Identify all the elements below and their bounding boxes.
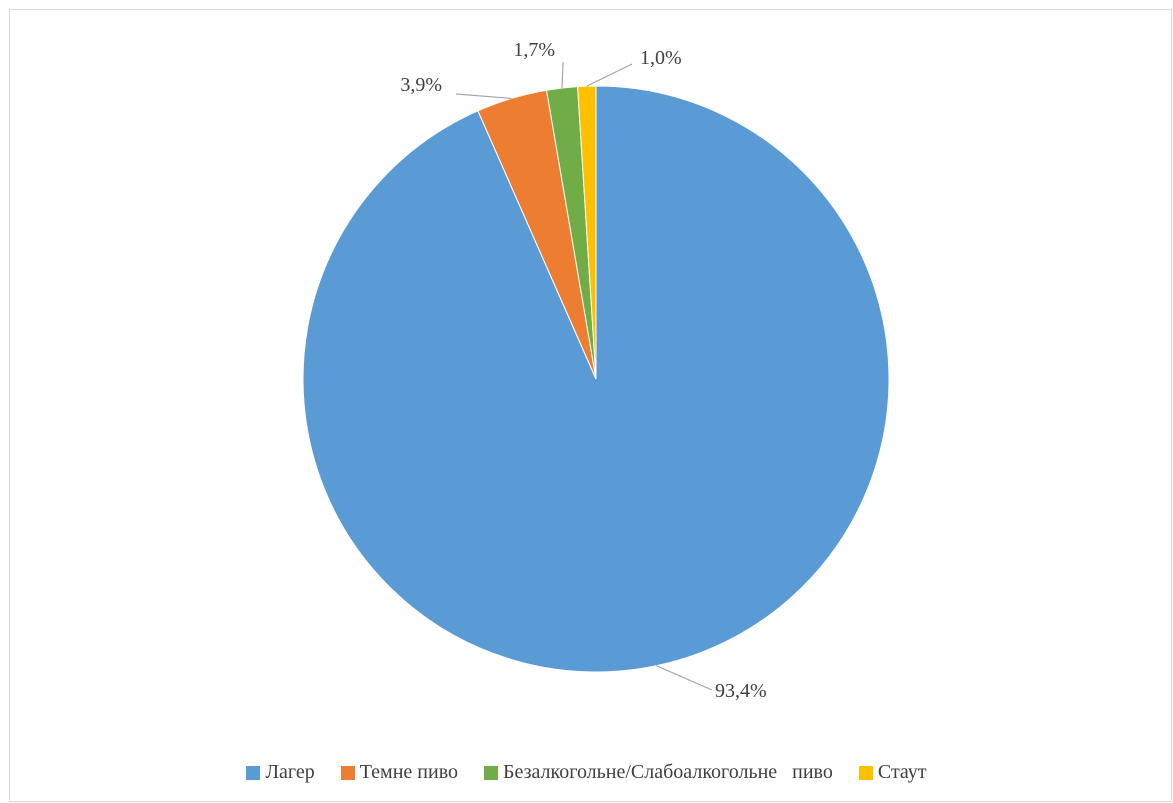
pie-slices [302,85,890,673]
legend-swatch-non-alcoholic [484,765,498,780]
legend-swatch-lager [246,765,261,780]
legend-item-lager: Лагер [246,761,315,784]
legend-label-stout: Стаут [877,761,927,783]
data-label-stout: 1,0% [640,47,682,69]
data-label-non-alcoholic: 1,7% [513,39,555,61]
legend-swatch-stout [858,765,873,780]
data-label-dark-beer: 3,9% [400,74,442,96]
legend-item-non-alcoholic: Безалкогольне/Слабоалкогольне пиво [484,761,833,784]
leader-lines [455,61,713,691]
slice-stout [577,85,597,380]
legend-item-dark-beer: Темне пиво [340,761,458,784]
data-label-lager: 93,4% [715,680,767,702]
leader-line-stout [586,63,633,87]
legend-swatch-dark-beer [340,765,355,780]
legend-label-dark-beer: Темне пиво [359,761,458,783]
data-labels: 93,4% 3,9% 1,7% 1,0% [400,39,766,702]
legend: Лагер Темне пиво Безалкогольне/Слабоалко… [0,761,1173,784]
legend-item-stout: Стаут [858,761,927,784]
leader-line-non-alcoholic [561,61,564,88]
legend-label-lager: Лагер [265,761,315,783]
leader-line-lager [656,665,713,691]
leader-line-dark-beer [455,93,512,100]
legend-label-non-alcoholic: Безалкогольне/Слабоалкогольне пиво [503,761,833,783]
